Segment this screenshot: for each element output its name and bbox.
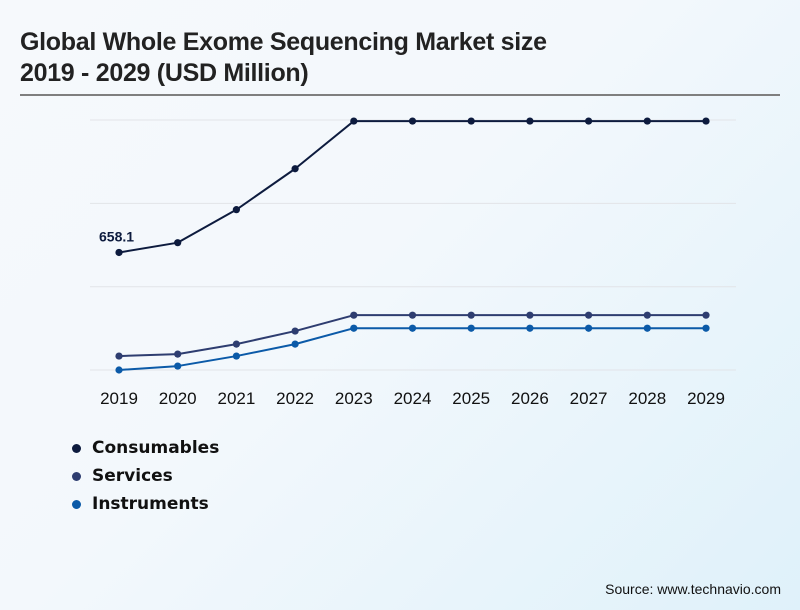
data-point xyxy=(232,352,240,360)
data-point xyxy=(467,117,475,125)
data-point xyxy=(291,165,299,173)
series-line xyxy=(118,120,706,254)
data-point xyxy=(585,311,593,319)
series-group xyxy=(115,117,710,374)
data-point xyxy=(115,352,123,360)
legend-dot-icon xyxy=(72,499,81,509)
source-credit: Source: www.technavio.com xyxy=(605,581,781,597)
chart-title-line2: 2019 - 2029 (USD Million) xyxy=(20,59,309,87)
x-tick-label: 2028 xyxy=(628,389,666,408)
data-point xyxy=(585,117,593,125)
x-tick-label: 2023 xyxy=(335,389,373,408)
legend-item-consumables[interactable]: Consumables xyxy=(72,434,219,462)
data-label: 658.1 xyxy=(99,228,134,244)
data-point xyxy=(702,324,710,332)
x-tick-label: 2022 xyxy=(276,389,314,408)
x-tick-label: 2024 xyxy=(394,389,432,408)
series-instruments xyxy=(115,324,710,374)
data-point xyxy=(643,324,651,332)
data-point xyxy=(408,311,417,319)
series-consumables xyxy=(115,117,710,257)
data-point xyxy=(467,311,475,319)
x-tick-label: 2019 xyxy=(100,389,138,408)
data-point xyxy=(174,350,182,358)
legend-label: Consumables xyxy=(92,438,220,458)
title-divider xyxy=(20,94,780,96)
x-tick-label: 2025 xyxy=(452,389,490,408)
data-point xyxy=(232,340,240,348)
data-point xyxy=(408,117,417,125)
legend-dot-icon xyxy=(72,471,81,481)
gridlines xyxy=(90,119,736,371)
data-point xyxy=(350,117,358,125)
chart-title: Global Whole Exome Sequencing Market siz… xyxy=(20,27,547,89)
legend: Consumables Services Instruments xyxy=(72,434,219,518)
data-point xyxy=(526,311,534,319)
series-line xyxy=(118,314,706,358)
data-point xyxy=(350,324,358,332)
annotations: 658.1 xyxy=(99,228,134,244)
data-point xyxy=(408,324,417,332)
data-point xyxy=(115,248,123,257)
legend-label: Instruments xyxy=(92,494,209,514)
data-point xyxy=(291,327,299,335)
data-point xyxy=(643,117,651,125)
data-point xyxy=(526,324,534,332)
series-services xyxy=(115,311,710,360)
x-tick-label: 2026 xyxy=(511,389,549,408)
data-point xyxy=(174,362,182,370)
legend-dot-icon xyxy=(72,443,81,453)
data-point xyxy=(467,324,475,332)
data-point xyxy=(350,311,358,319)
data-point xyxy=(702,311,710,319)
legend-item-services[interactable]: Services xyxy=(72,462,219,490)
data-point xyxy=(643,311,651,319)
data-point xyxy=(526,117,534,125)
legend-label: Services xyxy=(92,466,173,486)
x-tick-label: 2020 xyxy=(159,389,197,408)
data-point xyxy=(585,324,593,332)
chart-title-line1: Global Whole Exome Sequencing Market siz… xyxy=(20,28,547,56)
data-point xyxy=(291,340,299,348)
legend-item-instruments[interactable]: Instruments xyxy=(72,490,219,518)
x-tick-label: 2021 xyxy=(217,389,255,408)
data-point xyxy=(702,117,710,125)
data-point xyxy=(115,366,123,374)
data-point xyxy=(232,206,240,214)
x-tick-label: 2029 xyxy=(687,389,725,408)
x-axis-ticks: 2019 2020 2021 2022 2023 2024 2025 2026 2027 2028… xyxy=(100,389,725,408)
data-point xyxy=(174,239,182,247)
x-tick-label: 2027 xyxy=(570,389,608,408)
